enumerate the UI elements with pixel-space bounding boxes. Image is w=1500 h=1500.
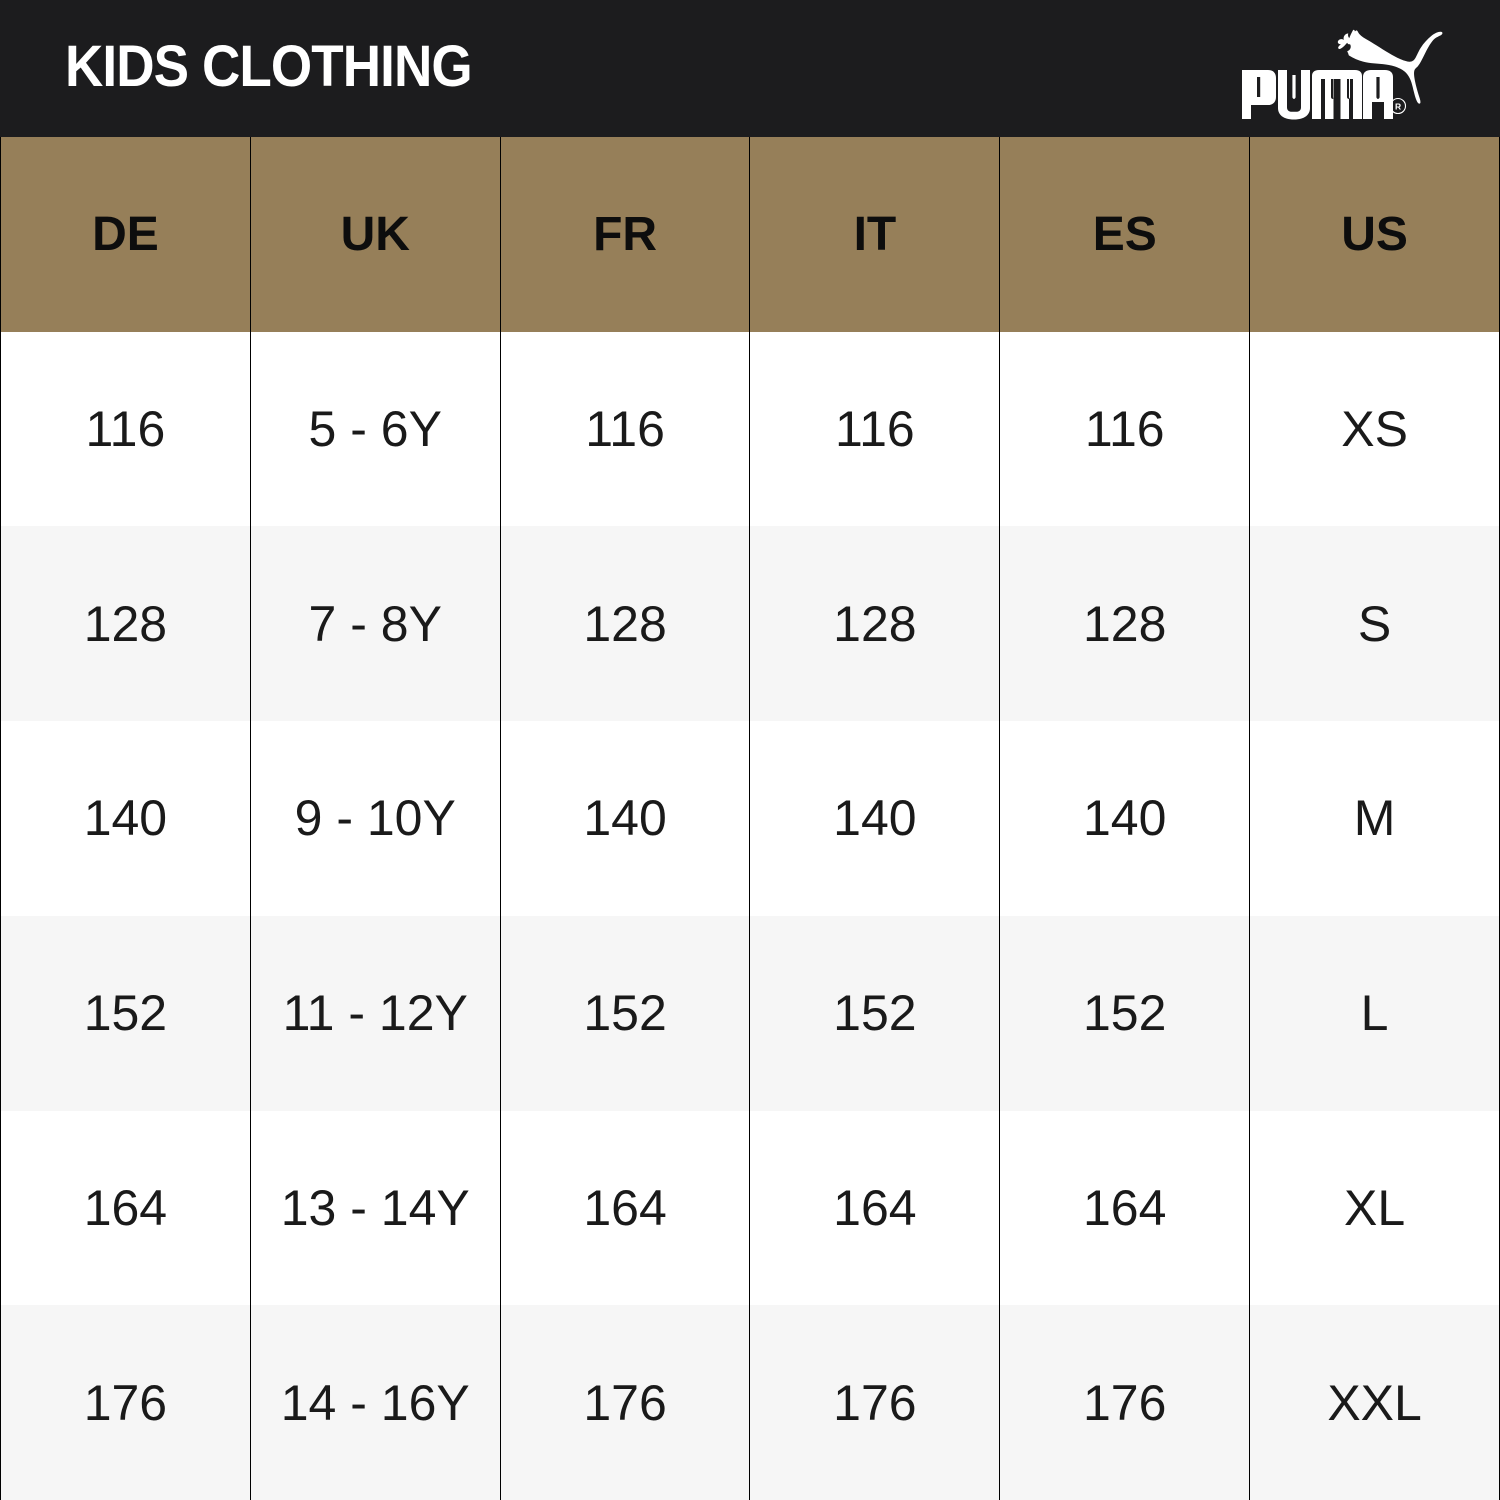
svg-text:R: R	[1395, 101, 1401, 111]
